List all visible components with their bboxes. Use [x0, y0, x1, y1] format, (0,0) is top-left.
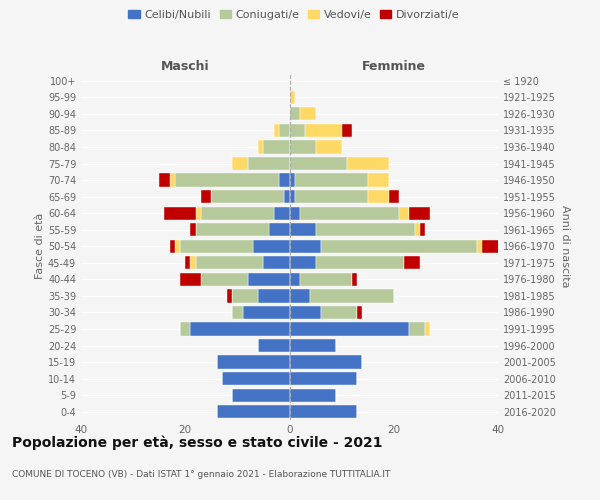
Bar	[175, 240, 180, 253]
Bar	[164, 206, 196, 220]
Text: Maschi: Maschi	[161, 60, 209, 74]
Text: Popolazione per età, sesso e stato civile - 2021: Popolazione per età, sesso e stato civil…	[12, 435, 383, 450]
Bar	[253, 240, 290, 253]
Bar	[232, 290, 258, 302]
Bar	[201, 206, 274, 220]
Bar	[290, 190, 295, 203]
Bar	[290, 272, 300, 286]
Bar	[310, 290, 394, 302]
Bar	[368, 190, 389, 203]
Bar	[185, 256, 190, 270]
Bar	[404, 256, 420, 270]
Bar	[290, 223, 316, 236]
Bar	[290, 356, 362, 368]
Bar	[290, 206, 300, 220]
Bar	[295, 190, 368, 203]
Bar	[274, 124, 279, 137]
Bar	[420, 223, 425, 236]
Bar	[316, 140, 341, 153]
Bar	[347, 157, 389, 170]
Bar	[290, 372, 357, 385]
Bar	[409, 206, 430, 220]
Text: Femmine: Femmine	[362, 60, 426, 74]
Bar	[368, 174, 389, 186]
Bar	[258, 140, 263, 153]
Bar	[409, 322, 425, 336]
Bar	[399, 206, 409, 220]
Bar	[279, 124, 290, 137]
Bar	[284, 190, 290, 203]
Bar	[269, 223, 290, 236]
Bar	[180, 322, 190, 336]
Bar	[300, 107, 316, 120]
Bar	[196, 223, 269, 236]
Bar	[232, 306, 242, 319]
Bar	[196, 256, 263, 270]
Bar	[415, 223, 420, 236]
Bar	[242, 306, 290, 319]
Bar	[477, 240, 482, 253]
Bar	[175, 174, 279, 186]
Bar	[290, 306, 321, 319]
Bar	[263, 140, 290, 153]
Bar	[300, 272, 352, 286]
Bar	[352, 272, 357, 286]
Bar	[258, 339, 290, 352]
Bar	[170, 240, 175, 253]
Bar	[389, 190, 399, 203]
Bar	[232, 157, 248, 170]
Bar	[290, 240, 321, 253]
Bar	[190, 256, 196, 270]
Bar	[217, 356, 290, 368]
Bar	[290, 140, 316, 153]
Bar	[248, 157, 290, 170]
Legend: Celibi/Nubili, Coniugati/e, Vedovi/e, Divorziati/e: Celibi/Nubili, Coniugati/e, Vedovi/e, Di…	[124, 6, 464, 25]
Bar	[170, 174, 175, 186]
Bar	[321, 240, 477, 253]
Bar	[159, 174, 170, 186]
Bar	[274, 206, 290, 220]
Y-axis label: Anni di nascita: Anni di nascita	[560, 205, 569, 288]
Bar	[341, 124, 352, 137]
Bar	[295, 174, 368, 186]
Bar	[290, 388, 337, 402]
Text: COMUNE DI TOCENO (VB) - Dati ISTAT 1° gennaio 2021 - Elaborazione TUTTITALIA.IT: COMUNE DI TOCENO (VB) - Dati ISTAT 1° ge…	[12, 470, 391, 479]
Bar	[258, 290, 290, 302]
Bar	[482, 240, 503, 253]
Bar	[305, 124, 341, 137]
Bar	[196, 206, 201, 220]
Bar	[201, 190, 211, 203]
Bar	[357, 306, 362, 319]
Bar	[300, 206, 399, 220]
Bar	[190, 322, 290, 336]
Bar	[227, 290, 232, 302]
Bar	[316, 256, 404, 270]
Bar	[290, 339, 337, 352]
Bar	[290, 322, 409, 336]
Bar	[290, 290, 310, 302]
Bar	[290, 157, 347, 170]
Bar	[290, 124, 305, 137]
Bar	[263, 256, 290, 270]
Bar	[290, 256, 316, 270]
Bar	[180, 272, 201, 286]
Bar	[279, 174, 290, 186]
Bar	[201, 272, 248, 286]
Y-axis label: Fasce di età: Fasce di età	[35, 213, 45, 280]
Bar	[290, 405, 357, 418]
Bar	[222, 372, 290, 385]
Bar	[321, 306, 357, 319]
Bar	[180, 240, 253, 253]
Bar	[290, 90, 295, 104]
Bar	[232, 388, 290, 402]
Bar	[211, 190, 284, 203]
Bar	[190, 223, 196, 236]
Bar	[290, 174, 295, 186]
Bar	[316, 223, 415, 236]
Bar	[248, 272, 290, 286]
Bar	[290, 107, 300, 120]
Bar	[425, 322, 430, 336]
Bar	[217, 405, 290, 418]
